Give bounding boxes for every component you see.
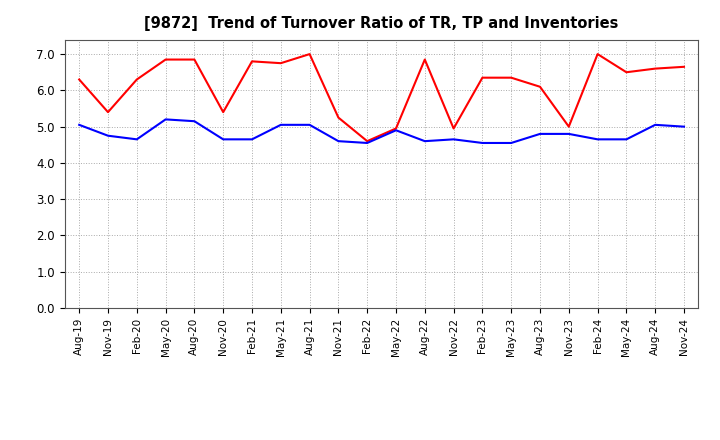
Trade Receivables (334, 115, 343, 120)
Trade Payables (334, 139, 343, 144)
Trade Receivables (507, 75, 516, 81)
Trade Payables (276, 122, 285, 128)
Trade Receivables (536, 84, 544, 89)
Trade Payables (680, 124, 688, 129)
Trade Payables (219, 137, 228, 142)
Trade Payables (651, 122, 660, 128)
Trade Receivables (680, 64, 688, 70)
Trade Receivables (75, 77, 84, 82)
Trade Receivables (420, 57, 429, 62)
Trade Receivables (651, 66, 660, 71)
Trade Receivables (132, 77, 141, 82)
Trade Receivables (219, 110, 228, 115)
Trade Receivables (593, 51, 602, 57)
Line: Trade Receivables: Trade Receivables (79, 54, 684, 141)
Trade Payables (420, 139, 429, 144)
Trade Payables (536, 131, 544, 136)
Trade Payables (104, 133, 112, 138)
Trade Payables (305, 122, 314, 128)
Trade Receivables (564, 124, 573, 129)
Trade Receivables (305, 51, 314, 57)
Trade Receivables (622, 70, 631, 75)
Trade Receivables (363, 139, 372, 144)
Trade Payables (564, 131, 573, 136)
Title: [9872]  Trend of Turnover Ratio of TR, TP and Inventories: [9872] Trend of Turnover Ratio of TR, TP… (145, 16, 618, 32)
Trade Receivables (190, 57, 199, 62)
Trade Receivables (449, 126, 458, 131)
Trade Payables (593, 137, 602, 142)
Line: Trade Payables: Trade Payables (79, 119, 684, 143)
Trade Payables (507, 140, 516, 146)
Trade Receivables (392, 126, 400, 131)
Trade Receivables (248, 59, 256, 64)
Trade Payables (161, 117, 170, 122)
Trade Payables (363, 140, 372, 146)
Trade Payables (248, 137, 256, 142)
Trade Payables (75, 122, 84, 128)
Trade Payables (449, 137, 458, 142)
Trade Payables (478, 140, 487, 146)
Trade Payables (132, 137, 141, 142)
Trade Receivables (104, 110, 112, 115)
Trade Payables (622, 137, 631, 142)
Trade Receivables (478, 75, 487, 81)
Trade Receivables (161, 57, 170, 62)
Trade Payables (190, 118, 199, 124)
Trade Payables (392, 128, 400, 133)
Trade Receivables (276, 61, 285, 66)
